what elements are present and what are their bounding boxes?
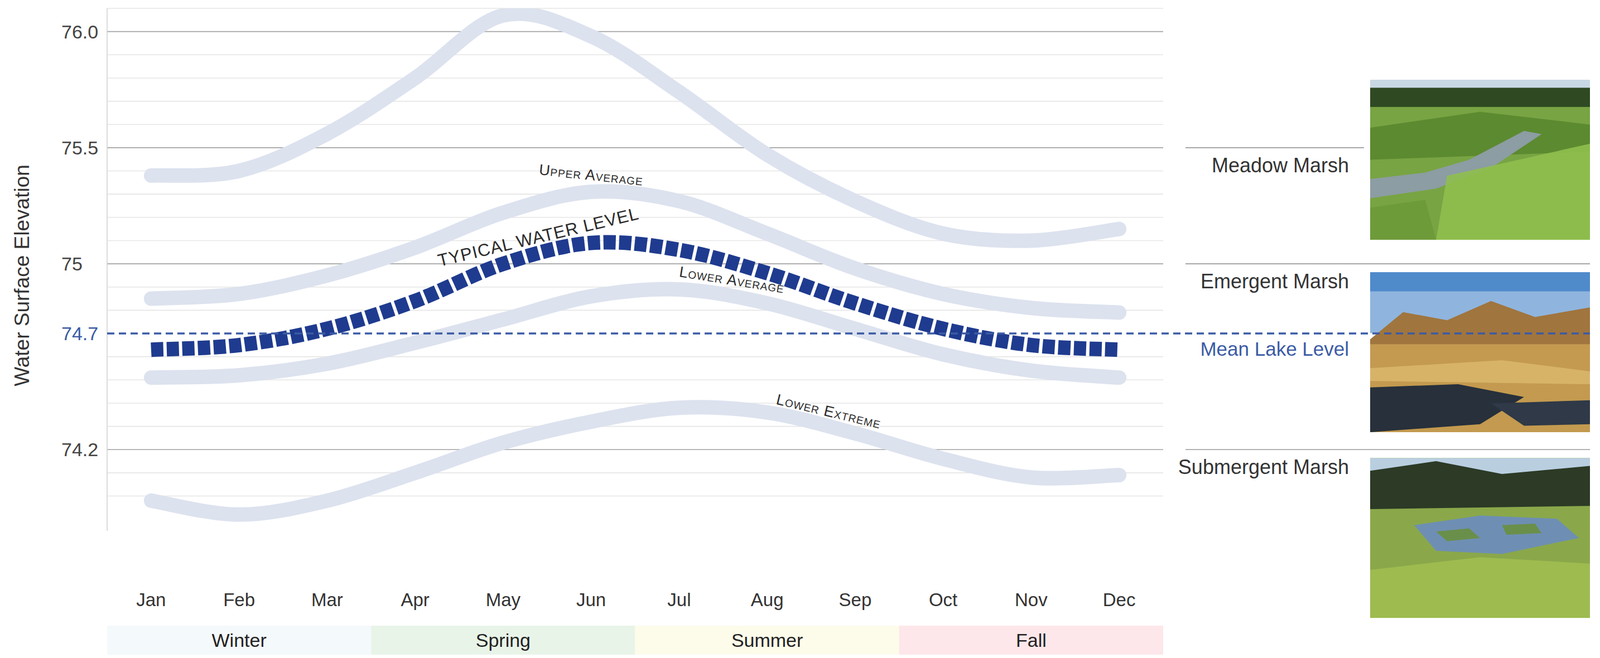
zone-line xyxy=(1185,147,1365,149)
photo xyxy=(1370,79,1590,240)
zone-label: Emergent Marsh xyxy=(1200,270,1349,293)
photo-part xyxy=(1370,557,1590,619)
x-tick-label: Oct xyxy=(928,589,958,611)
grid-line xyxy=(107,263,1164,265)
minor-grid-line xyxy=(107,100,1164,103)
mean-level-label: Mean Lake Level xyxy=(1200,338,1349,360)
photo-part xyxy=(1414,516,1580,555)
x-tick-label: Feb xyxy=(223,589,255,611)
y-tick-label: 75 xyxy=(61,253,83,275)
x-tick-label: Jan xyxy=(136,589,166,611)
season-label: Fall xyxy=(1015,629,1047,652)
x-tick-label: Jun xyxy=(576,589,606,611)
x-tick-label: Sep xyxy=(839,589,872,611)
zone-label: Submergent Marsh xyxy=(1178,455,1349,479)
season-label: Winter xyxy=(211,629,267,652)
zone-line xyxy=(1185,449,1590,451)
season-label: Summer xyxy=(731,629,803,652)
photo-part xyxy=(1370,199,1436,240)
y-tick-label: 74.2 xyxy=(61,439,99,461)
chart: 74.2 74.7 75 75.5 76.0 Water Surface Elevatio… xyxy=(0,0,1600,658)
photo-part xyxy=(1370,79,1590,240)
series-group xyxy=(151,13,1120,515)
minor-grid-line xyxy=(107,77,1164,79)
y-axis-line xyxy=(106,8,108,532)
season-band xyxy=(370,625,635,655)
grid-line xyxy=(107,147,1164,149)
grid-line xyxy=(107,449,1164,451)
x-tick-label: Mar xyxy=(311,589,344,611)
x-tick-label: Apr xyxy=(400,589,430,611)
series-label: Lower Average xyxy=(678,263,787,297)
photo-part xyxy=(1435,528,1481,542)
y-tick-label: 74.7 xyxy=(61,323,99,345)
minor-grid-line xyxy=(107,123,1164,125)
season-band xyxy=(899,625,1164,655)
range-band xyxy=(151,407,1120,515)
x-tick-label: Nov xyxy=(1014,589,1048,611)
x-tick-label: Dec xyxy=(1102,589,1136,611)
minor-grid-line xyxy=(107,495,1164,498)
y-tick-label: 75.5 xyxy=(61,137,99,159)
photo-part xyxy=(1370,344,1590,433)
photo-part xyxy=(1435,143,1590,240)
photo-part xyxy=(1370,458,1590,619)
photo-part xyxy=(1501,523,1542,536)
photo-part xyxy=(1370,461,1590,510)
minor-grid-line xyxy=(107,426,1164,428)
series-label: Lower Extreme xyxy=(774,391,884,433)
photo xyxy=(1370,458,1590,619)
photo-part xyxy=(1370,360,1590,385)
photo xyxy=(1370,272,1590,433)
y-tick-label: 76.0 xyxy=(61,21,99,43)
mean-level-line xyxy=(107,332,1590,335)
x-tick-label: May xyxy=(485,589,522,611)
season-band xyxy=(107,625,371,655)
season-band xyxy=(635,625,900,655)
y-axis-title: Water Surface Elevation xyxy=(10,164,34,387)
season-label: Spring xyxy=(475,629,531,652)
x-tick-label: Aug xyxy=(750,589,784,611)
grid-line xyxy=(107,31,1164,33)
grid xyxy=(107,8,1164,497)
photo-part xyxy=(1491,400,1590,427)
zone-line xyxy=(1185,263,1590,265)
minor-grid-line xyxy=(107,356,1164,358)
minor-grid-line xyxy=(107,7,1164,9)
photo-part xyxy=(1370,87,1590,107)
series-label: TYPICAL WATER LEVEL xyxy=(435,203,641,271)
series-label: Upper Average xyxy=(538,161,645,190)
zone-label: Meadow Marsh xyxy=(1211,153,1349,177)
minor-grid-line xyxy=(107,402,1164,404)
x-tick-label: Jul xyxy=(667,589,691,611)
